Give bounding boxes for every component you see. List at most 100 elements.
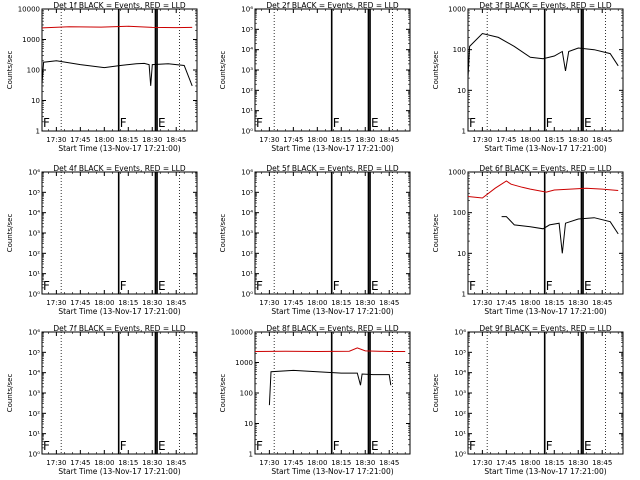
y-tick-label: 10¹ — [241, 270, 253, 278]
x-tick-label: 18:45 — [379, 136, 399, 144]
y-axis-label: Counts/sec — [6, 374, 14, 413]
lld-series-line — [41, 25, 193, 29]
event-marker-label: E — [158, 439, 166, 453]
event-marker-label: E — [371, 116, 379, 130]
y-tick-label: 1000 — [22, 36, 40, 44]
y-tick-label: 10³ — [241, 67, 253, 75]
x-tick-label: 18:15 — [544, 136, 564, 144]
y-tick-label: 10² — [28, 250, 40, 258]
x-tick-label: 17:30 — [472, 299, 492, 307]
chart-panel-8: Det 8f BLACK = Events, RED = LLD 1 10 100 10… — [219, 324, 411, 476]
event-marker-label: F — [546, 116, 553, 130]
event-marker-label: F — [120, 279, 127, 293]
y-tick-label: 10 — [244, 420, 253, 428]
y-axis-label: Counts/sec — [432, 214, 440, 253]
x-tick-label: 17:30 — [472, 136, 492, 144]
y-tick-label: 1000 — [448, 6, 466, 14]
y-tick-label: 10 — [457, 250, 466, 258]
x-tick-label: 18:00 — [520, 459, 540, 467]
x-tick-label: 18:15 — [331, 459, 351, 467]
y-tick-label: 10² — [454, 410, 466, 418]
x-tick-label: 18:45 — [592, 136, 612, 144]
y-tick-label: 10⁶ — [241, 6, 253, 14]
y-axis-label: Counts/sec — [432, 51, 440, 90]
x-tick-label: 18:00 — [520, 299, 540, 307]
y-tick-label: 10² — [28, 410, 40, 418]
y-tick-label: 10¹ — [454, 430, 466, 438]
x-tick-label: 18:30 — [142, 299, 162, 307]
chart-title: Det 8f BLACK = Events, RED = LLD — [266, 324, 399, 333]
event-marker-label: E — [584, 116, 592, 130]
chart-title: Det 6f BLACK = Events, RED = LLD — [479, 164, 612, 173]
x-tick-label: 17:45 — [283, 299, 303, 307]
y-tick-label: 10⁶ — [28, 329, 40, 337]
x-tick-label: 17:30 — [472, 459, 492, 467]
event-marker-label: F — [333, 279, 340, 293]
chart-title: Det 1f BLACK = Events, RED = LLD — [53, 1, 186, 10]
y-tick-label: 10² — [241, 250, 253, 258]
event-marker-label: F — [469, 116, 476, 130]
x-tick-label: 18:00 — [94, 299, 114, 307]
x-tick-label: 17:45 — [70, 299, 90, 307]
y-tick-label: 10⁶ — [28, 169, 40, 177]
y-tick-label: 100 — [453, 46, 466, 54]
y-tick-label: 10⁴ — [28, 369, 40, 377]
y-axis-label: Counts/sec — [219, 374, 227, 413]
y-tick-label: 10¹ — [28, 430, 40, 438]
y-tick-label: 10⁰ — [454, 451, 466, 459]
x-tick-label: 18:30 — [355, 459, 375, 467]
chart-panel-2: Det 2f BLACK = Events, RED = LLD 10⁰ 10¹ 10… — [219, 1, 411, 153]
y-tick-label: 10 — [457, 87, 466, 95]
lld-series-line — [467, 180, 619, 199]
y-tick-label: 10³ — [241, 230, 253, 238]
y-tick-label: 1 — [462, 128, 466, 136]
event-marker-label: F — [333, 116, 340, 130]
y-tick-label: 10¹ — [28, 270, 40, 278]
event-marker-label: F — [120, 116, 127, 130]
x-tick-label: 18:15 — [118, 299, 138, 307]
y-tick-label: 10⁵ — [241, 189, 253, 197]
y-tick-label: 10⁵ — [28, 349, 40, 357]
x-tick-label: 18:30 — [355, 299, 375, 307]
events-series-line — [467, 32, 619, 79]
y-tick-label: 10⁶ — [241, 169, 253, 177]
events-series-line — [268, 369, 392, 406]
event-marker-label: F — [43, 116, 50, 130]
x-tick-label: 18:15 — [118, 136, 138, 144]
x-axis-label: Start Time (13-Nov-17 17:21:00) — [484, 467, 606, 476]
x-tick-label: 18:30 — [355, 136, 375, 144]
y-tick-label: 10 — [31, 97, 40, 105]
x-tick-label: 18:15 — [544, 459, 564, 467]
chart-panel-1: Det 1f BLACK = Events, RED = LLD 1 10 100 10… — [6, 1, 198, 153]
x-axis-label: Start Time (13-Nov-17 17:21:00) — [271, 467, 393, 476]
y-tick-label: 10⁵ — [241, 26, 253, 34]
event-marker-label: E — [371, 279, 379, 293]
y-tick-label: 10000 — [18, 6, 40, 14]
x-tick-label: 17:30 — [46, 299, 66, 307]
y-tick-label: 10³ — [28, 230, 40, 238]
events-series-line — [41, 60, 193, 87]
event-marker-label: E — [584, 439, 592, 453]
x-tick-label: 18:00 — [94, 136, 114, 144]
y-tick-label: 10³ — [28, 390, 40, 398]
x-axis-label: Start Time (13-Nov-17 17:21:00) — [484, 307, 606, 316]
y-tick-label: 10⁴ — [28, 209, 40, 217]
chart-panel-5: Det 5f BLACK = Events, RED = LLD 10⁰ 10¹ 10… — [219, 164, 411, 316]
y-axis-label: Counts/sec — [6, 51, 14, 90]
x-axis-label: Start Time (13-Nov-17 17:21:00) — [58, 467, 180, 476]
y-tick-label: 10⁰ — [241, 291, 253, 299]
event-marker-label: F — [256, 279, 263, 293]
event-marker-label: F — [469, 439, 476, 453]
x-tick-label: 17:30 — [259, 299, 279, 307]
y-tick-label: 1 — [462, 291, 466, 299]
y-tick-label: 1000 — [235, 359, 253, 367]
x-tick-label: 18:45 — [166, 136, 186, 144]
x-tick-label: 18:30 — [142, 459, 162, 467]
y-tick-label: 100 — [240, 390, 253, 398]
x-tick-label: 17:45 — [496, 459, 516, 467]
chart-panel-7: Det 7f BLACK = Events, RED = LLD 10⁰ 10¹ 10… — [6, 324, 198, 476]
x-tick-label: 17:45 — [283, 136, 303, 144]
x-axis-label: Start Time (13-Nov-17 17:21:00) — [271, 144, 393, 153]
x-tick-label: 17:45 — [70, 136, 90, 144]
